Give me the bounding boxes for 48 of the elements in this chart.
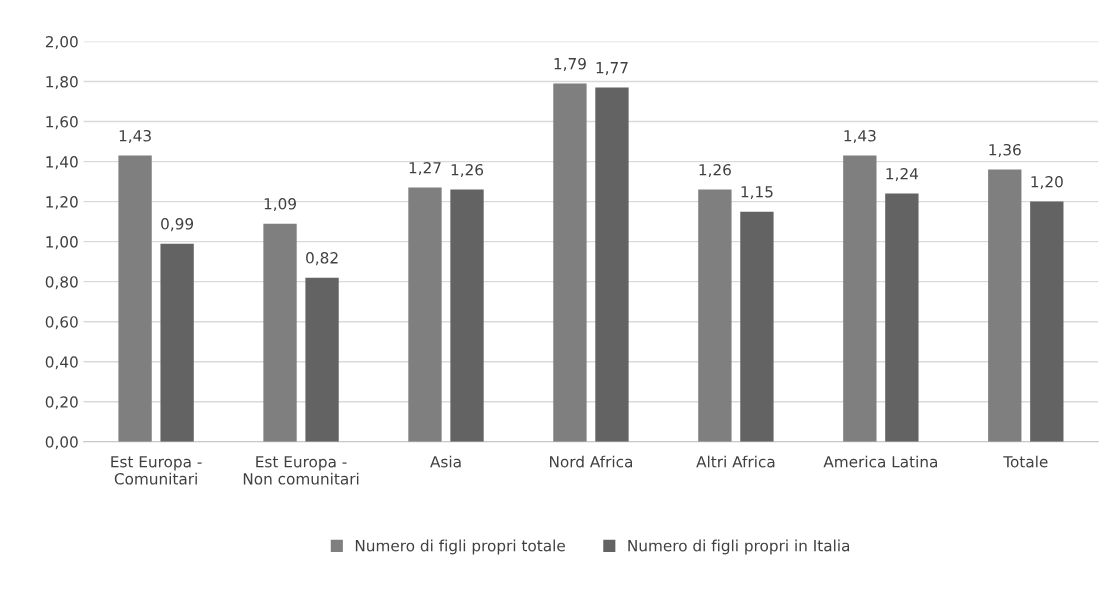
x-tick-label: Asia [430,455,461,468]
bar [160,243,194,442]
y-tick-label: 0,20 [45,396,78,410]
bar [408,187,442,442]
y-tick-label: 0,60 [45,316,78,330]
data-label: 0,82 [306,252,338,266]
data-label: 1,15 [741,186,773,200]
data-label: 1,79 [554,57,586,72]
y-tick-label: 1,40 [46,156,78,170]
legend-label: Numero di figli propri totale [355,539,565,555]
data-label: 1,43 [844,129,876,144]
y-tick-label: 1,20 [46,196,78,210]
bar [118,155,152,442]
bar [450,189,484,442]
data-label: 1,20 [1031,175,1063,190]
bar [885,193,919,442]
data-label: 1,43 [119,129,151,144]
bar [263,223,297,442]
x-tick-label: Totale [1003,455,1048,468]
bar [305,277,339,442]
y-tick-label: 0,80 [45,276,78,290]
legend-label: Numero di figli propri in Italia [628,539,850,555]
bar [843,155,877,442]
data-label: 1,77 [596,62,628,76]
data-label: 1,09 [264,198,296,212]
data-label: 1,27 [409,161,441,176]
data-label: 1,26 [699,163,731,178]
y-tick-label: 1,00 [46,236,78,250]
data-label: 0,99 [161,218,194,232]
bar [553,83,587,442]
bar [988,169,1022,442]
bar [1030,201,1064,442]
y-tick-label: 1,60 [46,116,78,130]
bar [740,211,774,442]
data-label: 1,24 [886,167,919,182]
bar [698,189,732,442]
y-tick-label: 2,00 [45,35,78,50]
x-tick-label: America Latina [823,455,937,468]
bar [595,87,629,442]
y-tick-label: 0,00 [45,436,78,450]
y-tick-label: 1,80 [46,76,78,90]
data-label: 1,26 [451,163,484,178]
x-tick-label: Nord Africa [549,455,633,468]
y-tick-label: 0,40 [45,356,78,370]
x-tick-label: Est Europa - Non comunitari [243,456,359,485]
data-label: 1,36 [989,143,1021,158]
x-tick-label: Est Europa - Comunitari [111,456,202,485]
x-tick-label: Altri Africa [696,455,775,468]
